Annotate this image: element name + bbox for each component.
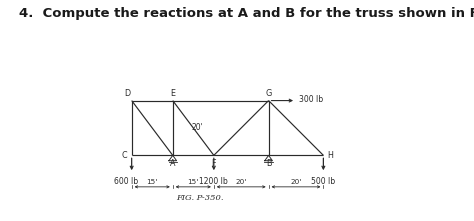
Text: 20': 20' <box>192 124 204 132</box>
Text: 20': 20' <box>236 179 247 185</box>
Text: 20': 20' <box>290 179 301 185</box>
Text: A: A <box>170 160 175 168</box>
Text: 600 lb: 600 lb <box>114 177 138 186</box>
Text: 1200 lb: 1200 lb <box>200 177 228 186</box>
Text: 4.  Compute the reactions at A and B for the truss shown in Fig. P-350.: 4. Compute the reactions at A and B for … <box>19 7 474 20</box>
Text: 15': 15' <box>188 179 199 185</box>
Text: H: H <box>328 151 333 160</box>
Text: E: E <box>170 89 175 98</box>
Text: 500 lb: 500 lb <box>311 177 336 186</box>
Text: B: B <box>266 160 271 168</box>
Text: F: F <box>211 160 216 168</box>
Text: D: D <box>124 89 130 98</box>
Text: 15': 15' <box>146 179 158 185</box>
Text: FIG. P-350.: FIG. P-350. <box>176 194 224 202</box>
Text: 300 lb: 300 lb <box>299 95 323 104</box>
Text: G: G <box>265 89 272 98</box>
Text: C: C <box>122 151 128 160</box>
